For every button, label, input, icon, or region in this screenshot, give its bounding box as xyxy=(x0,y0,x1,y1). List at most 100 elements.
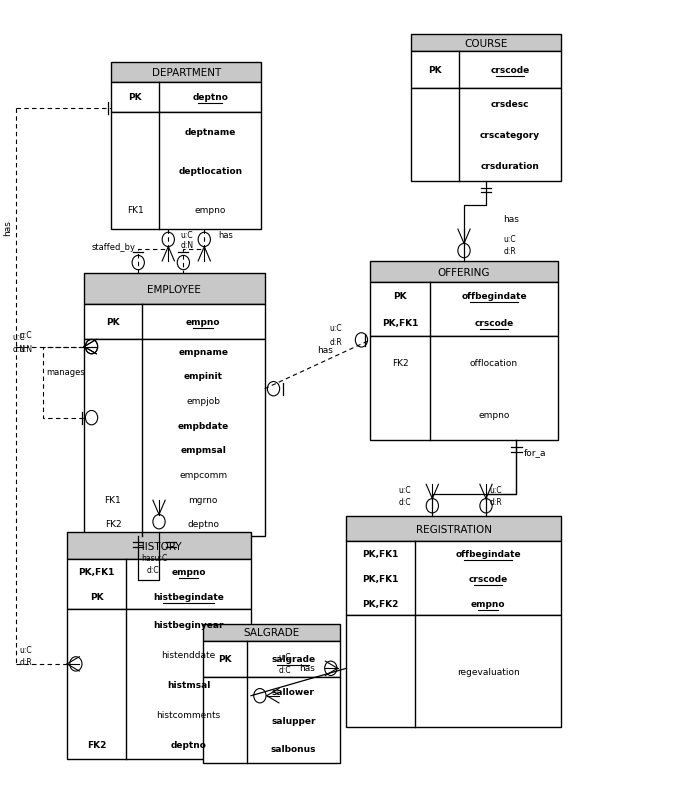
Text: FK2: FK2 xyxy=(105,520,121,529)
Bar xyxy=(204,677,339,764)
Text: PK: PK xyxy=(428,67,442,75)
Text: sallower: sallower xyxy=(272,687,315,696)
Text: has: has xyxy=(299,663,315,672)
Text: has: has xyxy=(503,215,519,224)
Text: HISTORY: HISTORY xyxy=(137,541,181,551)
Text: deptno: deptno xyxy=(193,93,228,102)
Text: u:C: u:C xyxy=(329,324,342,333)
Text: d:C: d:C xyxy=(278,666,291,674)
Text: d:N: d:N xyxy=(181,241,194,249)
Text: deptlocation: deptlocation xyxy=(178,167,242,176)
Text: histenddate: histenddate xyxy=(161,650,215,659)
Text: SALGRADE: SALGRADE xyxy=(244,627,299,638)
Bar xyxy=(67,610,251,759)
Text: empmsal: empmsal xyxy=(180,446,226,455)
Text: COURSE: COURSE xyxy=(464,38,508,48)
Text: FK1: FK1 xyxy=(105,495,121,504)
Text: staffed_by: staffed_by xyxy=(92,243,136,252)
Text: has: has xyxy=(218,231,233,240)
Text: crscategory: crscategory xyxy=(480,131,540,140)
Text: mgrno: mgrno xyxy=(188,495,218,504)
Text: PK,FK1: PK,FK1 xyxy=(382,319,418,328)
Text: d:C: d:C xyxy=(146,565,159,574)
Bar xyxy=(371,283,558,337)
Bar xyxy=(67,560,251,610)
Text: histbegindate: histbegindate xyxy=(153,593,224,602)
Text: d:R: d:R xyxy=(503,247,516,256)
Text: PK: PK xyxy=(90,593,104,602)
Bar xyxy=(411,34,561,52)
Text: salbonus: salbonus xyxy=(270,744,316,753)
Text: EMPLOYEE: EMPLOYEE xyxy=(148,285,201,294)
Text: d:N: d:N xyxy=(12,344,26,353)
Text: PK: PK xyxy=(128,93,142,102)
Text: offbegindate: offbegindate xyxy=(461,292,527,301)
Text: empinit: empinit xyxy=(184,372,223,381)
Text: REGISTRATION: REGISTRATION xyxy=(416,525,492,534)
Text: crsdesc: crsdesc xyxy=(491,100,529,109)
Text: histmsal: histmsal xyxy=(167,680,210,689)
Text: u:C: u:C xyxy=(503,235,516,244)
Bar xyxy=(67,533,251,560)
Bar xyxy=(84,305,265,339)
Text: empcomm: empcomm xyxy=(179,470,227,480)
Text: PK: PK xyxy=(106,318,120,326)
Text: offbegindate: offbegindate xyxy=(455,549,521,559)
Text: histcomments: histcomments xyxy=(157,710,221,719)
Text: PK,FK1: PK,FK1 xyxy=(363,574,399,583)
Bar xyxy=(411,52,561,89)
Text: u:C: u:C xyxy=(181,231,193,240)
Bar xyxy=(204,624,339,641)
Text: u:C: u:C xyxy=(19,645,32,654)
Text: u:C: u:C xyxy=(12,332,25,341)
Text: histbeginyear: histbeginyear xyxy=(153,620,224,629)
Text: crscode: crscode xyxy=(491,67,530,75)
Text: d:R: d:R xyxy=(19,657,32,666)
Text: salgrade: salgrade xyxy=(271,654,315,663)
Text: empno: empno xyxy=(171,568,206,577)
Bar xyxy=(204,641,339,677)
Text: PK,FK1: PK,FK1 xyxy=(363,549,399,559)
Text: empbdate: empbdate xyxy=(177,421,229,430)
Text: u:C: u:C xyxy=(19,330,32,339)
Text: PK,FK2: PK,FK2 xyxy=(363,599,399,608)
Bar xyxy=(111,83,262,113)
Text: d:C: d:C xyxy=(398,497,411,507)
Text: u:C: u:C xyxy=(398,485,411,495)
Text: crsduration: crsduration xyxy=(481,162,540,171)
Text: deptno: deptno xyxy=(187,520,219,529)
Text: deptno: deptno xyxy=(170,740,206,749)
Text: FK2: FK2 xyxy=(87,740,106,749)
Bar xyxy=(346,616,561,727)
Text: empno: empno xyxy=(478,411,510,419)
Text: regevaluation: regevaluation xyxy=(457,667,520,676)
Text: deptname: deptname xyxy=(185,128,236,136)
Text: FK2: FK2 xyxy=(392,358,408,367)
Bar xyxy=(371,337,558,441)
Text: has: has xyxy=(317,346,333,355)
Text: has: has xyxy=(3,221,12,236)
Bar xyxy=(111,113,262,229)
Text: OFFERING: OFFERING xyxy=(437,267,491,277)
Text: d:R: d:R xyxy=(329,338,342,346)
Text: empno: empno xyxy=(186,318,221,326)
Text: empno: empno xyxy=(471,599,505,608)
Text: for_a: for_a xyxy=(523,448,546,457)
Bar xyxy=(84,273,265,305)
Text: empno: empno xyxy=(195,206,226,215)
Text: u:C: u:C xyxy=(278,652,291,661)
Text: d:R: d:R xyxy=(489,497,502,507)
Text: empjob: empjob xyxy=(186,396,220,405)
Text: FK1: FK1 xyxy=(127,206,144,215)
Text: empname: empname xyxy=(178,347,228,356)
Text: crscode: crscode xyxy=(475,319,513,328)
Text: u:C: u:C xyxy=(489,485,502,495)
Text: PK: PK xyxy=(393,292,407,301)
Bar xyxy=(84,339,265,537)
Text: PK: PK xyxy=(218,654,232,663)
Bar xyxy=(346,516,561,542)
Bar xyxy=(346,542,561,616)
Bar xyxy=(411,89,561,182)
Text: PK,FK1: PK,FK1 xyxy=(78,568,115,577)
Text: d:N: d:N xyxy=(19,344,32,353)
